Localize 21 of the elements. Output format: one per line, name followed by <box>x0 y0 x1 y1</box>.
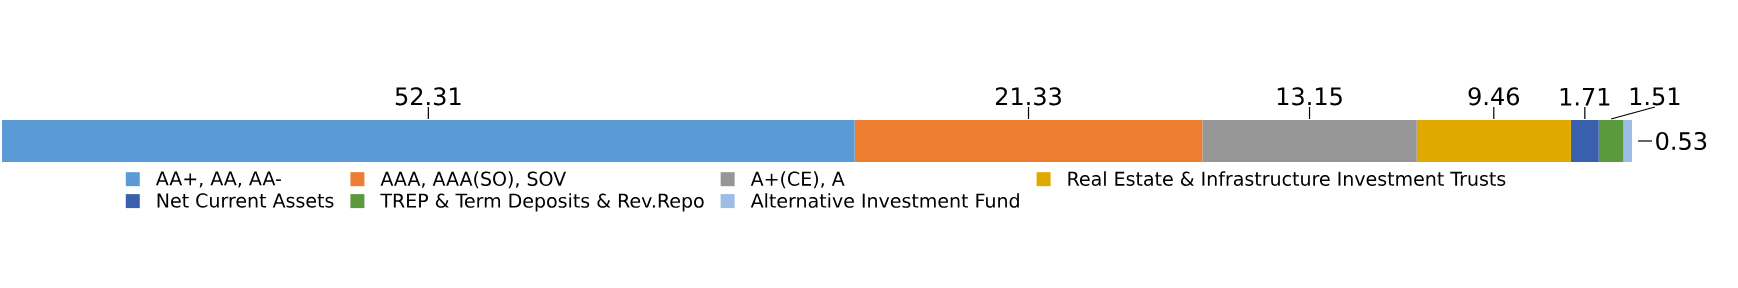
bar <box>1202 120 1417 162</box>
data-label: 1.51 <box>1630 87 1680 106</box>
bar <box>1598 120 1624 162</box>
bar <box>1623 120 1633 162</box>
data-label: 0.53 <box>1656 131 1707 151</box>
bar <box>1416 120 1571 162</box>
bar <box>2 120 855 162</box>
legend-label: Real Estate & Infrastructure Investment Trusts <box>1068 171 1506 186</box>
bar <box>854 120 1203 162</box>
data-label: 52.31 <box>395 87 461 106</box>
bar <box>1570 120 1599 162</box>
legend-label: AA+, AA, AA- <box>155 171 281 188</box>
data-label: 9.46 <box>1468 87 1519 106</box>
data-label: 1.71 <box>1560 87 1610 106</box>
legend-label: AAA, AAA(SO), SOV <box>380 171 567 189</box>
legend-label: Alternative Investment Fund <box>750 193 1019 208</box>
legend-label: Net Current Assets <box>157 193 334 208</box>
data-label: 13.15 <box>1277 87 1342 106</box>
legend-label: TREP & Term Deposits & Rev.Repo <box>380 193 704 212</box>
data-label: 21.33 <box>995 87 1061 106</box>
legend-label: A+(CE), A <box>750 171 845 189</box>
